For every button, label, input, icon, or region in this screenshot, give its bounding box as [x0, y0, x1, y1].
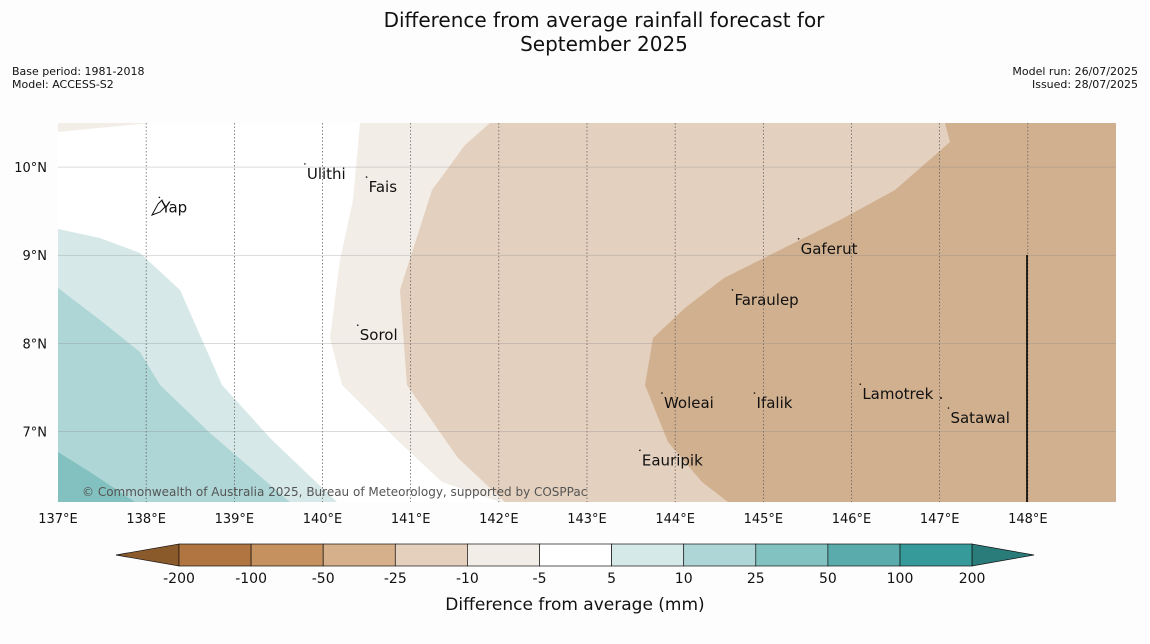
longitude-tick-label: 141°E — [391, 512, 431, 527]
longitude-tick-label: 148°E — [1008, 512, 1048, 527]
place-label: Eauripik — [642, 451, 703, 469]
issued-text: Issued: 28/07/2025 — [1031, 78, 1138, 91]
atoll-marker — [304, 163, 306, 165]
atoll-marker — [797, 238, 800, 240]
model-text: Model: ACCESS-S2 — [12, 78, 114, 91]
longitude-tick-label: 144°E — [655, 512, 695, 527]
atoll-marker — [661, 392, 663, 394]
map-title: Difference from average rainfall forecas… — [300, 8, 908, 56]
place-label: Satawal — [950, 409, 1009, 427]
longitude-tick-label: 142°E — [479, 512, 519, 527]
place-label: Gaferut — [801, 240, 858, 258]
model-run-text: Model run: 26/07/2025 — [1012, 65, 1138, 78]
colorbar-segment — [611, 543, 685, 567]
colorbar-segment — [322, 543, 396, 567]
colorbar-tick-label: 25 — [747, 571, 765, 587]
longitude-tick-label: 143°E — [567, 512, 607, 527]
place-label: Lamotrek — [862, 385, 933, 403]
colorbar-segment — [539, 543, 612, 567]
atoll-marker — [639, 449, 641, 452]
colorbar: -200 -100 -50 -25 -10 -5 5 10 25 50 100 200 — [115, 543, 1035, 587]
colorbar-extend-low — [115, 543, 180, 567]
latitude-tick-labels: 10°N 9°N 8°N 7°N — [14, 161, 47, 440]
colorbar-segment — [827, 543, 901, 567]
title-line-2: September 2025 — [520, 32, 688, 56]
contour-minus25-minus50 — [645, 123, 1116, 502]
legend-title: Difference from average (mm) — [445, 595, 704, 615]
colorbar-tick-label: 10 — [675, 571, 693, 587]
copyright-text: © Commonwealth of Australia 2025, Bureau… — [82, 485, 587, 499]
gridlines — [58, 123, 1116, 502]
colorbar-tick-label: -200 — [163, 571, 195, 587]
place-label: Yap — [160, 198, 187, 216]
atoll-marker — [356, 324, 359, 326]
place-labels: Ulithi Fais Yap Gaferut Faraulep Sorol Lamotre… — [158, 163, 1010, 469]
latitude-tick-label: 7°N — [23, 425, 48, 440]
colorbar-segment — [899, 543, 973, 567]
colorbar-tick-label: 5 — [607, 571, 616, 587]
latitude-tick-label: 9°N — [23, 249, 48, 264]
atoll-marker — [731, 289, 734, 291]
atoll-marker — [365, 176, 368, 178]
contour-10-25 — [58, 288, 290, 502]
colorbar-tick-label: -25 — [384, 571, 407, 587]
contour-25-50 — [58, 452, 135, 502]
longitude-tick-label: 147°E — [920, 512, 960, 527]
contour-minus5-minus10-top — [58, 123, 150, 132]
colorbar-tick-label: 200 — [959, 571, 986, 587]
colorbar-segment — [683, 543, 757, 567]
place-label: Sorol — [360, 326, 398, 344]
colorbar-segment — [467, 543, 540, 567]
atoll-marker — [859, 383, 862, 386]
base-period-text: Base period: 1981-2018 — [12, 65, 145, 78]
atoll-marker — [158, 196, 161, 199]
colorbar-tick-label: -50 — [312, 571, 335, 587]
place-label: Ifalik — [757, 394, 793, 412]
longitude-tick-label: 145°E — [744, 512, 784, 527]
longitude-tick-label: 139°E — [215, 512, 255, 527]
latitude-tick-label: 10°N — [14, 161, 47, 176]
longitude-tick-label: 146°E — [832, 512, 872, 527]
atoll-marker — [940, 397, 942, 399]
colorbar-segment — [250, 543, 324, 567]
atoll-marker — [947, 407, 950, 409]
colorbar-segment — [755, 543, 829, 567]
meta-right: Model run: 26/07/2025 Issued: 28/07/2025 — [1012, 65, 1138, 91]
place-label: Ulithi — [307, 165, 346, 183]
colorbar-segment — [178, 543, 252, 567]
place-label: Woleai — [664, 394, 714, 412]
colorbar-segment — [394, 543, 468, 567]
longitude-tick-label: 137°E — [38, 512, 78, 527]
atoll-marker — [753, 392, 756, 394]
colorbar-tick-label: -10 — [456, 571, 479, 587]
longitude-tick-labels: 137°E 138°E 139°E 140°E 141°E 142°E 143°E 144°E… — [38, 512, 1047, 527]
title-line-1: Difference from average rainfall forecas… — [383, 8, 825, 32]
latitude-tick-label: 8°N — [23, 337, 48, 352]
colorbar-tick-label: -100 — [235, 571, 267, 587]
colorbar-tick-label: 50 — [819, 571, 837, 587]
colorbar-extend-high — [971, 543, 1035, 567]
place-label: Faraulep — [734, 291, 798, 309]
meta-left: Base period: 1981-2018 Model: ACCESS-S2 — [12, 65, 144, 91]
longitude-tick-label: 138°E — [126, 512, 166, 527]
longitude-tick-label: 140°E — [303, 512, 343, 527]
place-label: Fais — [369, 178, 398, 196]
colorbar-tick-label: -5 — [533, 571, 547, 587]
yap-island-icon — [150, 199, 166, 216]
colorbar-tick-label: 100 — [887, 571, 914, 587]
